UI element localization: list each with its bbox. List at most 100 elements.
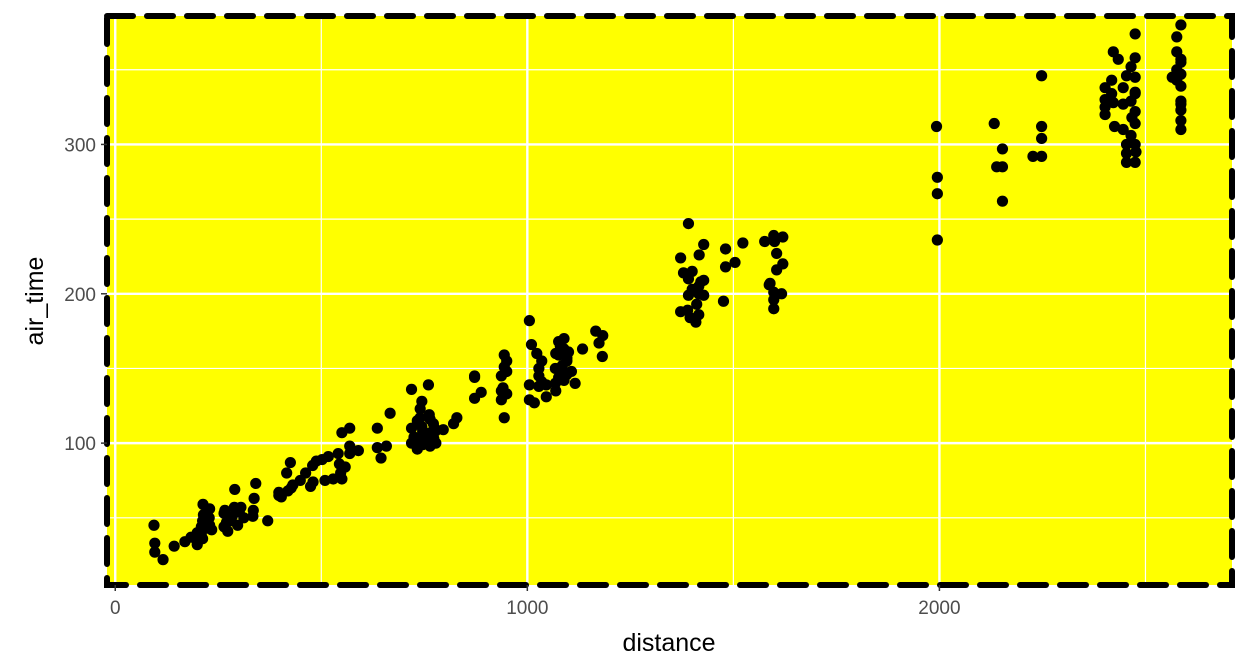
data-point xyxy=(1036,150,1048,162)
data-point xyxy=(1129,86,1141,98)
data-point xyxy=(248,492,260,504)
data-point xyxy=(232,519,244,531)
data-point xyxy=(157,554,169,566)
data-point xyxy=(501,355,513,367)
data-point xyxy=(569,377,581,389)
data-point xyxy=(1112,53,1124,65)
data-point xyxy=(344,447,356,460)
data-point xyxy=(1175,95,1187,107)
data-point xyxy=(930,120,943,133)
data-point xyxy=(1117,82,1129,94)
data-point xyxy=(777,258,789,270)
data-point xyxy=(1099,108,1111,121)
data-point xyxy=(550,385,562,397)
data-point xyxy=(336,473,348,485)
data-point xyxy=(371,442,383,454)
data-point xyxy=(675,252,687,264)
data-point xyxy=(501,365,513,378)
data-point xyxy=(764,277,776,289)
data-point xyxy=(405,383,418,395)
data-point xyxy=(1175,123,1187,136)
data-point xyxy=(414,412,426,424)
data-point xyxy=(686,265,698,277)
data-point xyxy=(352,444,364,457)
x-tick-label: 0 xyxy=(110,598,121,619)
data-point xyxy=(1120,147,1133,159)
data-point xyxy=(562,346,575,358)
data-point xyxy=(717,295,730,307)
data-point xyxy=(737,237,749,249)
data-point xyxy=(1036,70,1048,82)
data-point xyxy=(1108,120,1121,133)
data-point xyxy=(384,407,396,419)
data-point xyxy=(1175,19,1187,31)
data-point xyxy=(148,519,160,531)
data-point xyxy=(996,195,1009,207)
data-point xyxy=(693,249,705,261)
data-point xyxy=(1129,117,1141,130)
data-point xyxy=(1106,88,1118,100)
data-point xyxy=(525,338,538,351)
grid-lines xyxy=(107,16,1232,585)
data-point xyxy=(1175,114,1187,127)
data-point xyxy=(475,386,487,398)
data-point xyxy=(561,355,573,367)
data-point xyxy=(775,288,788,300)
data-point xyxy=(284,456,296,469)
data-point xyxy=(768,235,781,248)
x-tick-label: 1000 xyxy=(506,598,548,619)
data-point xyxy=(149,546,161,558)
data-point xyxy=(698,238,710,251)
data-point xyxy=(691,298,703,310)
data-point xyxy=(422,379,435,391)
data-point xyxy=(229,483,241,496)
data-point xyxy=(768,294,780,306)
data-point xyxy=(719,243,732,255)
data-point xyxy=(596,350,608,363)
data-point xyxy=(768,303,780,315)
data-point xyxy=(682,217,695,230)
data-point xyxy=(235,501,247,513)
data-point xyxy=(1129,71,1141,83)
data-point xyxy=(238,512,250,524)
y-tick-label: 200 xyxy=(64,285,96,306)
data-point xyxy=(262,515,274,527)
axes: 0 1000 2000 100 200 300 xyxy=(64,135,960,619)
data-point xyxy=(996,143,1009,155)
data-point xyxy=(451,412,463,424)
data-point xyxy=(1107,97,1119,109)
data-point xyxy=(771,247,783,260)
data-point xyxy=(375,452,387,464)
data-point xyxy=(339,461,351,473)
data-point xyxy=(528,397,540,409)
data-point xyxy=(327,473,339,485)
y-axis-title: air_time xyxy=(21,257,49,346)
data-point xyxy=(168,540,180,552)
data-point xyxy=(597,329,609,342)
data-point xyxy=(536,355,548,367)
data-point xyxy=(416,395,428,407)
data-point xyxy=(380,440,392,452)
data-point xyxy=(219,504,231,516)
data-point xyxy=(197,533,209,545)
x-tick-label: 2000 xyxy=(918,598,960,619)
data-point xyxy=(300,467,312,479)
data-point xyxy=(1129,28,1141,40)
data-point xyxy=(501,388,513,400)
data-point xyxy=(1129,156,1141,168)
data-point xyxy=(1036,132,1048,145)
data-point xyxy=(931,234,943,246)
data-point xyxy=(307,476,319,488)
data-point xyxy=(1120,156,1133,168)
data-point xyxy=(1117,123,1129,136)
data-point xyxy=(1175,53,1187,65)
data-point xyxy=(576,343,589,355)
data-point xyxy=(222,525,234,537)
data-point xyxy=(540,391,552,403)
data-point xyxy=(719,261,732,273)
data-point xyxy=(1125,129,1137,142)
data-point xyxy=(996,161,1009,173)
data-point xyxy=(931,188,943,200)
